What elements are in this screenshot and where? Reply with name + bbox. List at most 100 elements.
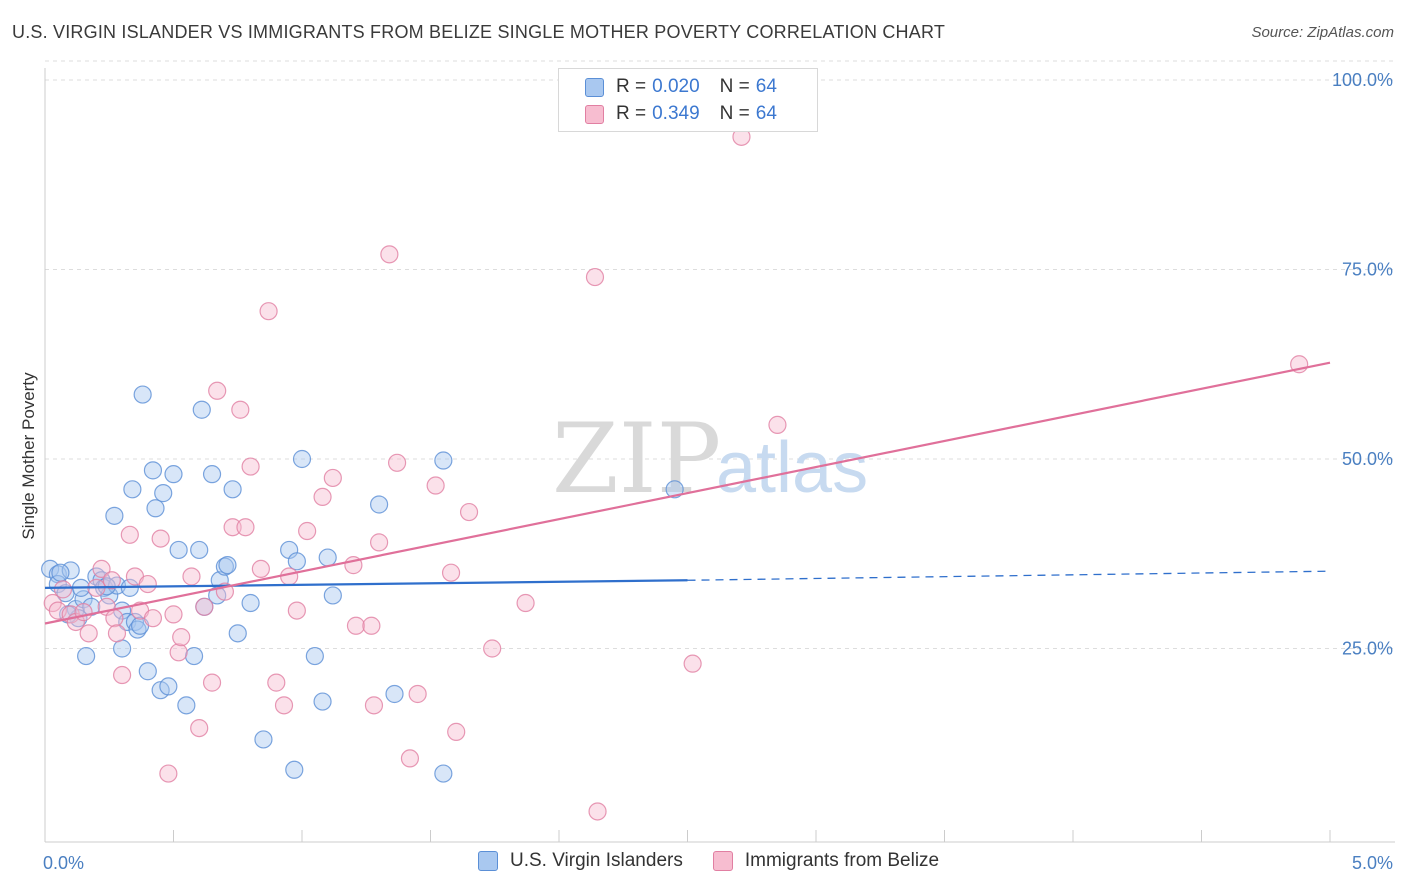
point-belize xyxy=(483,639,502,658)
point-virgin-islanders xyxy=(323,586,342,605)
point-belize xyxy=(585,267,605,287)
point-belize xyxy=(236,518,255,537)
point-virgin-islanders xyxy=(370,495,389,514)
point-belize xyxy=(267,673,286,692)
n-value: 64 xyxy=(755,76,777,97)
point-virgin-islanders xyxy=(318,548,337,567)
point-virgin-islanders xyxy=(184,646,204,666)
r-value: 0.349 xyxy=(652,103,700,124)
point-belize xyxy=(164,605,183,624)
point-virgin-islanders xyxy=(169,540,188,560)
point-belize xyxy=(323,468,342,488)
point-virgin-islanders xyxy=(154,484,173,503)
r-label: R = xyxy=(616,103,647,124)
point-belize xyxy=(364,696,384,715)
point-belize xyxy=(120,525,139,544)
point-belize xyxy=(105,609,124,628)
point-virgin-islanders xyxy=(77,646,96,666)
axes xyxy=(44,68,1395,843)
point-virgin-islanders xyxy=(385,684,404,704)
trend-line-extension xyxy=(687,570,1331,581)
y-tick-label: 25.0% xyxy=(1342,639,1393,659)
point-virgin-islanders xyxy=(665,480,684,499)
legend-row-virgin-islanders: R = 0.020 N = 64 xyxy=(585,74,777,100)
series-legend: U.S. Virgin Islanders Immigrants from Be… xyxy=(478,850,969,872)
chart-title: U.S. VIRGIN ISLANDER VS IMMIGRANTS FROM … xyxy=(12,22,946,42)
n-value: 64 xyxy=(755,103,777,124)
point-belize xyxy=(387,453,407,472)
point-belize xyxy=(768,415,787,434)
point-virgin-islanders xyxy=(164,465,183,484)
point-virgin-islanders xyxy=(177,696,196,715)
point-virgin-islanders xyxy=(292,449,312,469)
y-tick-label: 50.0% xyxy=(1342,449,1393,469)
y-tick-labels: 100.0% 75.0% 50.0% 25.0% xyxy=(1332,70,1393,659)
legend-row-belize: R = 0.349 N = 64 xyxy=(585,101,777,127)
legend-swatch-pink xyxy=(712,851,733,871)
point-virgin-islanders xyxy=(133,385,152,404)
legend-swatch-blue xyxy=(585,77,604,97)
legend-swatch-pink xyxy=(585,104,604,124)
point-virgin-islanders xyxy=(305,646,324,666)
legend-item-belize[interactable]: Immigrants from Belize xyxy=(712,850,939,872)
point-belize xyxy=(408,684,427,704)
point-belize xyxy=(313,487,332,506)
point-virgin-islanders xyxy=(105,506,124,525)
point-belize xyxy=(274,696,294,715)
point-belize xyxy=(151,529,170,548)
point-belize xyxy=(259,302,278,321)
point-belize xyxy=(683,654,702,673)
n-label: N = xyxy=(719,76,750,97)
point-virgin-islanders xyxy=(287,552,306,571)
point-belize xyxy=(426,476,445,495)
point-belize xyxy=(251,559,270,579)
x-tick-label: 0.0% xyxy=(43,853,84,873)
point-belize xyxy=(287,601,306,620)
legend-label: U.S. Virgin Islanders xyxy=(510,850,683,871)
point-belize xyxy=(102,571,121,590)
point-virgin-islanders xyxy=(434,764,453,783)
r-value: 0.020 xyxy=(652,76,700,97)
point-belize xyxy=(241,457,260,476)
point-virgin-islanders xyxy=(123,480,142,499)
point-virgin-islanders xyxy=(254,730,273,749)
point-belize xyxy=(138,574,157,594)
point-belize xyxy=(159,764,178,783)
point-belize xyxy=(182,567,201,586)
point-virgin-islanders xyxy=(434,451,453,470)
point-belize xyxy=(298,521,317,541)
y-axis-label: Single Mother Poverty xyxy=(19,372,38,540)
point-belize xyxy=(370,533,389,552)
point-belize xyxy=(143,609,163,628)
watermark-atlas: atlas xyxy=(716,428,868,508)
point-belize xyxy=(441,563,461,582)
point-belize xyxy=(172,628,191,647)
point-belize xyxy=(74,603,93,622)
point-belize xyxy=(516,593,535,613)
x-tick-label: 5.0% xyxy=(1352,853,1393,873)
point-belize xyxy=(400,749,420,768)
legend-swatch-blue xyxy=(478,851,498,871)
point-belize xyxy=(169,643,188,662)
point-virgin-islanders xyxy=(51,563,70,582)
y-tick-label: 100.0% xyxy=(1332,70,1393,90)
point-virgin-islanders xyxy=(159,677,178,696)
legend-item-virgin-islanders[interactable]: U.S. Virgin Islanders xyxy=(478,850,683,872)
point-belize xyxy=(79,624,98,643)
watermark: ZIP atlas xyxy=(552,403,868,515)
r-label: R = xyxy=(616,76,647,97)
point-belize xyxy=(280,567,299,586)
point-virgin-islanders xyxy=(192,400,211,419)
point-belize xyxy=(588,802,607,821)
point-belize xyxy=(362,616,381,635)
n-label: N = xyxy=(719,103,750,124)
point-virgin-islanders xyxy=(138,662,157,681)
point-virgin-islanders xyxy=(74,590,93,609)
point-belize xyxy=(92,559,111,579)
watermark-zip: ZIP xyxy=(552,403,721,515)
point-virgin-islanders xyxy=(285,760,304,779)
point-belize xyxy=(107,624,127,643)
point-virgin-islanders xyxy=(190,540,209,560)
point-virgin-islanders xyxy=(146,499,165,518)
